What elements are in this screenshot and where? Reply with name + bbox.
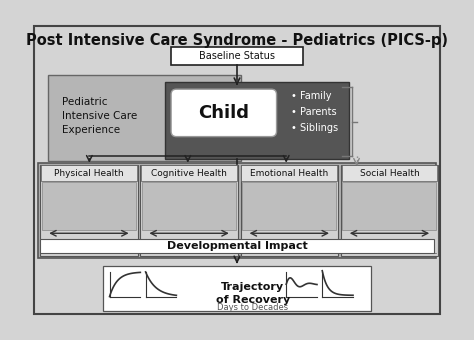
Bar bbox=[42, 182, 136, 230]
Text: Post Intensive Care Syndrome - Pediatrics (PICS-p): Post Intensive Care Syndrome - Pediatric… bbox=[26, 33, 448, 48]
Bar bbox=[40, 165, 137, 256]
Text: Emotional Health: Emotional Health bbox=[250, 169, 328, 177]
Text: Trajectory
of Recovery: Trajectory of Recovery bbox=[216, 282, 290, 305]
Bar bbox=[342, 165, 438, 182]
Text: Physical Health: Physical Health bbox=[54, 169, 124, 177]
Bar bbox=[240, 165, 338, 256]
Text: Days to Decades: Days to Decades bbox=[217, 303, 288, 311]
Bar bbox=[141, 165, 237, 182]
Bar bbox=[48, 75, 241, 161]
Bar bbox=[142, 182, 236, 230]
Bar bbox=[41, 165, 137, 182]
Text: • Family
• Parents
• Siblings: • Family • Parents • Siblings bbox=[291, 91, 338, 133]
Bar bbox=[40, 239, 434, 253]
FancyBboxPatch shape bbox=[171, 89, 276, 137]
Bar bbox=[37, 163, 437, 258]
Text: Developmental Impact: Developmental Impact bbox=[167, 241, 307, 251]
Bar bbox=[242, 182, 337, 230]
Text: Pediatric
Intensive Care
Experience: Pediatric Intensive Care Experience bbox=[62, 97, 137, 135]
Bar bbox=[341, 165, 438, 256]
Bar bbox=[165, 82, 349, 159]
Bar bbox=[342, 182, 437, 230]
Text: Cognitive Health: Cognitive Health bbox=[151, 169, 227, 177]
Bar bbox=[140, 165, 238, 256]
Text: Social Health: Social Health bbox=[360, 169, 419, 177]
Bar bbox=[171, 47, 303, 65]
Bar bbox=[103, 266, 371, 311]
Text: Child: Child bbox=[198, 104, 249, 122]
Text: Baseline Status: Baseline Status bbox=[199, 51, 275, 61]
Bar bbox=[241, 165, 337, 182]
